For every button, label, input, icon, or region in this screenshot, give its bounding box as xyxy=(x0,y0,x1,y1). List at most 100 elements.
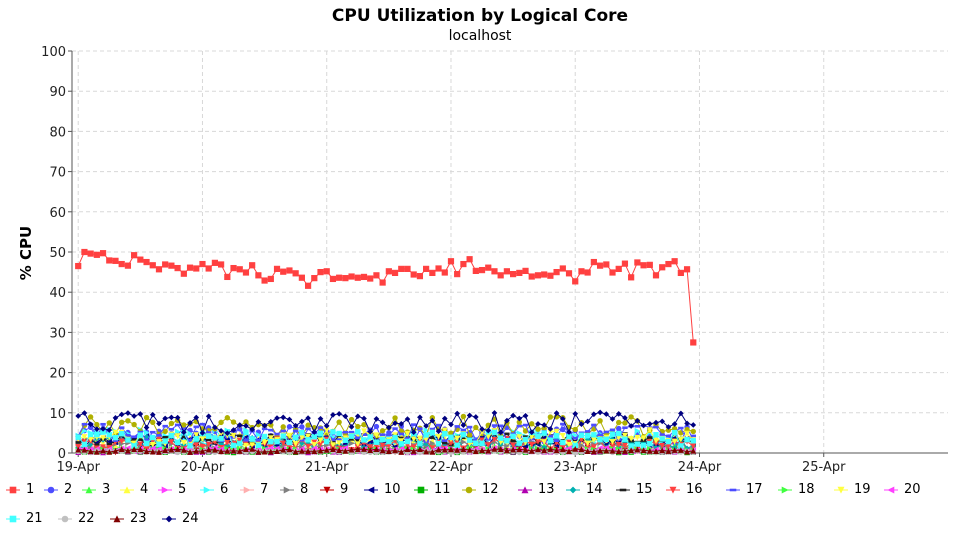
data-point xyxy=(336,411,342,417)
data-point xyxy=(336,419,342,425)
data-point xyxy=(435,440,442,447)
data-point xyxy=(677,436,684,443)
data-point xyxy=(535,426,541,432)
legend-label: 10 xyxy=(384,482,401,497)
data-point xyxy=(249,446,256,452)
data-point xyxy=(305,448,311,454)
legend-label: 1 xyxy=(26,482,35,497)
data-point xyxy=(609,416,616,422)
series-line xyxy=(78,436,694,450)
data-point xyxy=(479,440,485,447)
data-point xyxy=(435,265,442,272)
data-point xyxy=(665,438,672,445)
legend-marker xyxy=(9,515,17,522)
data-point xyxy=(212,424,218,431)
data-point xyxy=(460,439,467,445)
data-point xyxy=(355,436,361,440)
data-point xyxy=(404,438,411,445)
data-point xyxy=(665,424,672,430)
data-point xyxy=(559,416,566,422)
legend-label: 17 xyxy=(746,482,763,497)
data-point xyxy=(646,447,653,454)
data-point xyxy=(466,425,473,429)
series-line xyxy=(77,415,694,439)
series-line xyxy=(78,446,694,452)
data-point xyxy=(460,446,467,453)
legend-item-5: 5 xyxy=(158,482,186,497)
data-point xyxy=(168,439,175,446)
data-point xyxy=(541,422,547,428)
data-point xyxy=(646,421,653,427)
data-point xyxy=(423,427,430,434)
legend-label: 4 xyxy=(140,482,149,497)
data-point xyxy=(180,439,187,446)
data-point xyxy=(616,430,622,437)
data-point xyxy=(87,431,94,438)
data-point xyxy=(106,427,113,433)
data-point xyxy=(118,446,125,453)
data-point xyxy=(249,436,255,442)
data-point xyxy=(224,415,231,421)
legend-swatch xyxy=(6,515,20,522)
data-point xyxy=(398,432,404,436)
data-point xyxy=(360,273,368,281)
data-point xyxy=(100,435,106,442)
data-point xyxy=(634,434,641,441)
legend-item-10: 10 xyxy=(364,482,401,497)
data-point xyxy=(690,443,697,450)
data-point xyxy=(442,431,448,437)
data-point xyxy=(205,446,212,453)
data-point xyxy=(417,435,423,442)
data-point xyxy=(131,413,137,419)
data-point xyxy=(510,442,516,449)
data-point xyxy=(410,448,417,454)
data-point xyxy=(93,251,100,258)
data-point xyxy=(274,415,280,421)
data-point xyxy=(255,418,262,425)
data-point xyxy=(280,446,287,453)
legend-item-9: 9 xyxy=(320,482,348,497)
data-point xyxy=(684,420,690,427)
data-point xyxy=(106,257,113,264)
data-point xyxy=(683,266,691,273)
data-point xyxy=(75,446,82,453)
data-point xyxy=(671,447,678,453)
legend-item-23: 23 xyxy=(110,511,147,526)
data-point xyxy=(466,432,473,439)
data-point xyxy=(678,426,684,430)
data-point xyxy=(429,436,436,439)
data-point xyxy=(522,423,529,427)
data-point xyxy=(305,437,311,443)
data-point xyxy=(87,421,94,428)
data-point xyxy=(584,440,591,447)
data-point xyxy=(429,440,436,447)
data-point xyxy=(373,416,380,422)
data-point xyxy=(472,448,479,455)
series-23 xyxy=(75,445,697,455)
legend-label: 12 xyxy=(482,482,499,497)
data-point xyxy=(286,424,293,430)
data-point xyxy=(510,412,516,419)
series-line xyxy=(78,428,694,447)
legend-label: 8 xyxy=(300,482,309,497)
legend-swatch xyxy=(566,486,580,493)
data-point xyxy=(174,439,181,446)
legend-label: 22 xyxy=(78,511,95,526)
data-point xyxy=(156,441,162,447)
data-point xyxy=(131,421,137,428)
data-point xyxy=(690,438,696,444)
data-point xyxy=(361,446,367,452)
data-point xyxy=(547,426,554,432)
data-point xyxy=(442,441,448,445)
data-point xyxy=(392,434,398,441)
data-point xyxy=(230,432,237,439)
data-point xyxy=(100,426,106,432)
data-point xyxy=(324,438,330,445)
data-point xyxy=(292,270,299,277)
data-point xyxy=(596,262,604,269)
data-point xyxy=(168,420,175,427)
data-point xyxy=(112,257,119,264)
data-point xyxy=(317,447,324,454)
data-point xyxy=(243,423,249,429)
data-point xyxy=(516,434,523,441)
